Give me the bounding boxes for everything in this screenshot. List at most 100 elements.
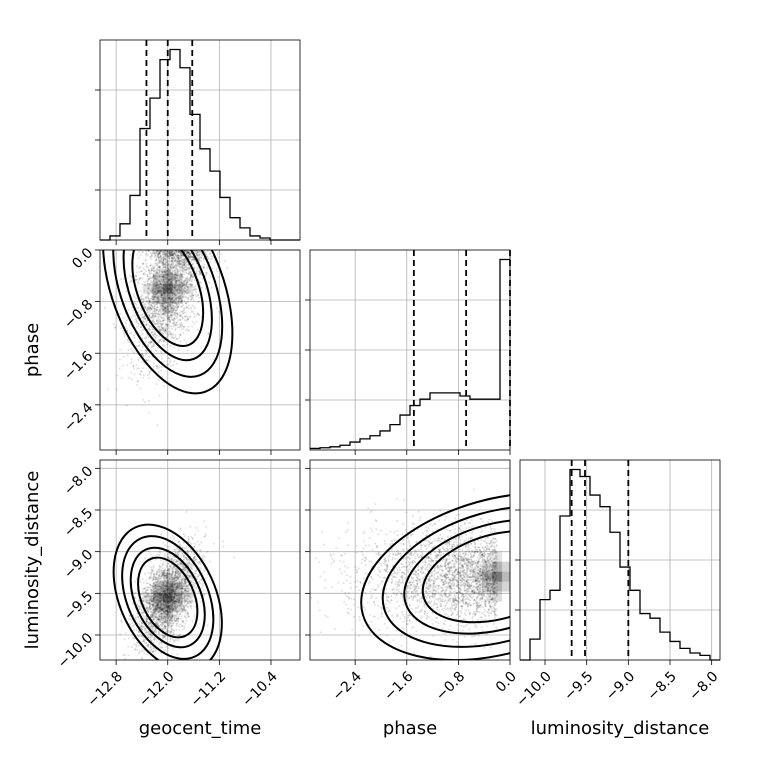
sample-point (195, 269, 198, 272)
sample-point (153, 590, 156, 593)
sample-point (151, 252, 154, 255)
sample-point (162, 326, 164, 329)
sample-point (163, 340, 166, 343)
sample-point (163, 575, 166, 578)
sample-point (174, 592, 177, 595)
sample-point (145, 270, 148, 273)
sample-point (152, 318, 155, 320)
sample-point (182, 610, 185, 613)
sample-point (189, 274, 192, 277)
sample-point (162, 586, 165, 589)
sample-point (155, 319, 158, 322)
sample-point (150, 307, 152, 310)
sample-point (190, 295, 193, 298)
sample-point (172, 262, 175, 265)
sample-point (152, 273, 155, 275)
sample-point (178, 549, 181, 552)
panel-frame (99, 249, 301, 451)
sample-point (177, 586, 180, 589)
sample-point (182, 585, 185, 588)
sample-point (161, 280, 164, 283)
sample-point (180, 587, 183, 590)
sample-point (135, 578, 138, 580)
sample-point (160, 533, 163, 536)
sample-point (155, 295, 158, 298)
sample-point (172, 639, 175, 642)
sample-point (145, 349, 148, 352)
sample-point (147, 296, 150, 298)
sample-point (161, 275, 164, 278)
sample-point (154, 590, 157, 593)
sample-point (158, 271, 161, 274)
sample-point (180, 593, 183, 596)
sample-point (180, 326, 183, 329)
sample-point (178, 292, 181, 295)
sample-point (167, 310, 170, 313)
sample-point (132, 636, 134, 639)
sample-point (164, 590, 167, 593)
sample-point (148, 603, 151, 606)
sample-point (139, 277, 141, 280)
sample-point (148, 411, 151, 414)
sample-point (166, 589, 169, 592)
sample-point (173, 321, 176, 323)
sample-point (165, 309, 167, 312)
sample-point (152, 302, 155, 305)
sample-point (174, 591, 177, 594)
sample-point (164, 304, 167, 307)
sample-point (185, 592, 188, 595)
sample-point (178, 634, 180, 637)
sample-point (173, 566, 175, 569)
sample-point (163, 634, 166, 637)
contour-level-3 (112, 250, 224, 378)
sample-point (172, 590, 175, 593)
sample-point (175, 560, 178, 563)
sample-point (141, 588, 144, 591)
sample-point (155, 612, 158, 615)
sample-point (144, 353, 147, 356)
sample-point (176, 269, 179, 272)
sample-point (177, 348, 180, 351)
sample-point (199, 272, 201, 275)
sample-point (171, 256, 173, 259)
sample-point (160, 575, 163, 578)
density-cell (162, 293, 173, 304)
sample-point (163, 251, 165, 254)
sample-point (172, 363, 175, 366)
sample-point (151, 305, 154, 308)
sample-point (123, 331, 126, 334)
sample-point (171, 585, 174, 588)
sample-point (132, 352, 135, 354)
sample-point (152, 597, 155, 600)
sample-point (127, 645, 130, 648)
sample-point (170, 585, 173, 588)
sample-point (179, 562, 182, 565)
sample-point (174, 281, 177, 284)
sample-point (158, 265, 161, 268)
sample-point (173, 255, 175, 258)
sample-point (149, 370, 152, 372)
sample-point (181, 585, 184, 588)
sample-point (171, 302, 174, 305)
sample-point (131, 622, 133, 625)
sample-point (115, 388, 118, 391)
sample-point (169, 298, 172, 301)
sample-point (188, 290, 191, 293)
sample-point (138, 345, 141, 348)
sample-point (206, 624, 209, 627)
sample-point (176, 592, 179, 595)
sample-point (186, 285, 189, 288)
sample-point (178, 541, 180, 544)
sample-point (198, 543, 201, 546)
sample-point (186, 602, 189, 605)
sample-point (176, 571, 178, 574)
sample-point (182, 577, 185, 580)
sample-point (158, 550, 161, 553)
sample-point (163, 258, 165, 261)
sample-point (156, 301, 159, 304)
sample-point (157, 579, 160, 582)
sample-point (163, 309, 166, 312)
sample-point (171, 280, 174, 283)
sample-point (178, 279, 181, 282)
sample-point (183, 261, 186, 263)
